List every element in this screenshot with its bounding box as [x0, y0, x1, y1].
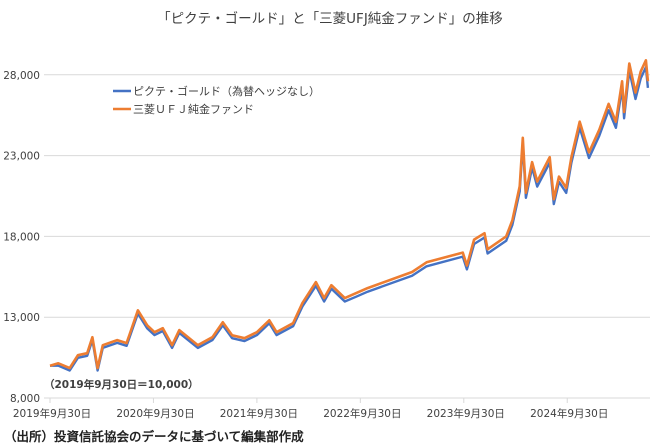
x-tick-label: 2023年9月30日	[427, 407, 505, 420]
y-tick-label: 8,000	[10, 393, 40, 405]
y-tick-label: 13,000	[3, 312, 40, 324]
x-tick-label: 2024年9月30日	[530, 407, 608, 420]
baseline-note: （2019年9月30日＝10,000）	[44, 378, 199, 391]
legend-label: 三菱ＵＦＪ純金ファンド	[133, 102, 254, 116]
series-line-pictet-gold	[50, 65, 650, 372]
y-tick-label: 23,000	[3, 151, 40, 163]
x-tick-label: 2020年9月30日	[116, 407, 194, 420]
y-tick-label: 18,000	[3, 231, 40, 243]
x-tick-label: 2022年9月30日	[323, 407, 401, 420]
source-note: （出所）投資信託協会のデータに基づいて編集部作成	[4, 429, 304, 444]
y-tick-label: 28,000	[3, 70, 40, 82]
chart-title: 「ピクテ・ゴールド」と「三菱UFJ純金ファンド」の推移	[157, 10, 503, 27]
series-line-mufg-gold	[49, 58, 650, 370]
legend-label: ピクテ・ゴールド（為替ヘッジなし）	[133, 84, 320, 98]
x-tick-label: 2019年9月30日	[13, 407, 91, 420]
x-tick-label: 2021年9月30日	[220, 407, 298, 420]
